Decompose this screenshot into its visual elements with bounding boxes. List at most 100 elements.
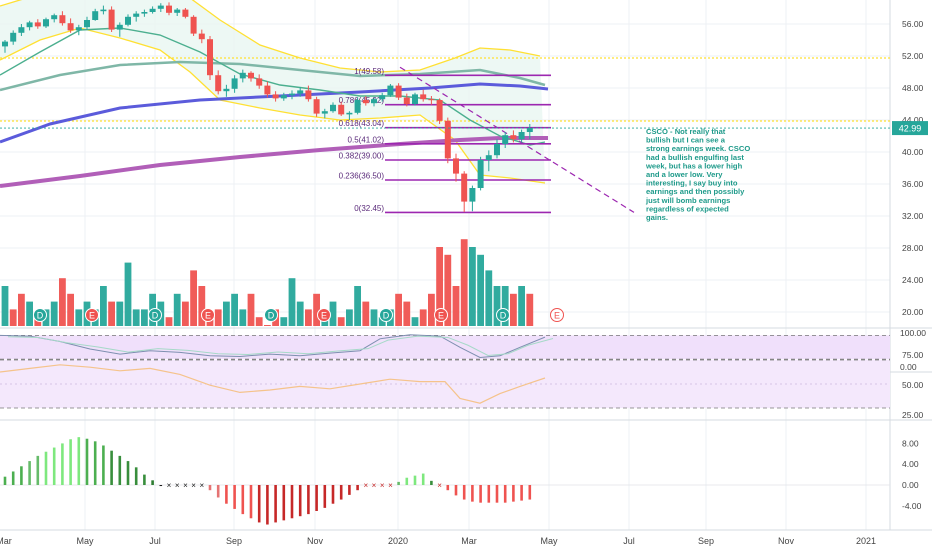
volume-bar-37 — [305, 309, 312, 326]
event-marker-3[interactable]: E — [201, 308, 215, 322]
candle-49 — [403, 93, 410, 107]
candle-2 — [18, 24, 25, 36]
volume-bar-52 — [428, 293, 435, 326]
volume-bar-43 — [354, 286, 361, 326]
candle-51 — [420, 89, 427, 102]
event-marker-7[interactable]: E — [434, 308, 448, 322]
event-marker-6[interactable]: D — [379, 308, 393, 322]
ind1-tick-0: 100.00 — [900, 328, 926, 338]
event-label-7: E — [438, 311, 444, 321]
fib-label-2: 0.618(43.04) — [339, 119, 385, 128]
candle-48 — [395, 83, 402, 100]
candle-63 — [518, 129, 525, 143]
candle-14 — [116, 22, 123, 37]
fib-label-3: 0.5(41.02) — [348, 135, 385, 144]
price-tick-4: 40.00 — [902, 147, 924, 157]
price-tick-8: 24.00 — [902, 275, 924, 285]
time-tick-11: 2021 — [856, 536, 876, 546]
volume-bar-3 — [26, 301, 33, 326]
ma-blue-line — [0, 82, 549, 144]
candle-11 — [92, 8, 99, 21]
volume-bar-21 — [173, 293, 181, 326]
price-tick-5: 36.00 — [902, 179, 924, 189]
volume-bar-54 — [444, 254, 452, 326]
candle-20 — [166, 2, 172, 16]
candle-1 — [10, 30, 17, 45]
volume-bar-20 — [165, 317, 173, 326]
time-tick-8: Jul — [623, 536, 635, 546]
candle-9 — [75, 24, 82, 36]
annotation-text[interactable]: CSCO - Not really that bullish but I can … — [645, 127, 750, 222]
event-label-9: E — [554, 311, 560, 321]
volume-bar-46 — [378, 317, 386, 326]
fib-trend-line — [399, 66, 635, 213]
time-tick-5: 2020 — [388, 536, 408, 546]
candle-56 — [461, 171, 468, 212]
time-tick-9: Sep — [698, 536, 714, 546]
volume-bar-28 — [231, 293, 238, 326]
event-marker-4[interactable]: D — [264, 308, 278, 322]
candle-61 — [502, 132, 509, 148]
candle-8 — [67, 18, 74, 33]
ind1-line-d — [7, 335, 554, 356]
macd-bar-46: × — [380, 481, 385, 490]
volume-bar-32 — [264, 325, 271, 326]
candle-59 — [485, 150, 492, 172]
time-tick-10: Nov — [778, 536, 795, 546]
candle-23 — [190, 15, 197, 36]
event-label-4: D — [268, 311, 275, 321]
macd-bar-21: × — [175, 481, 180, 490]
candle-16 — [133, 11, 140, 22]
current-price-value: 42.99 — [899, 124, 922, 134]
volume-bar-58 — [477, 254, 484, 326]
event-marker-9[interactable]: E — [550, 308, 564, 322]
candle-3 — [26, 20, 33, 31]
volume-bar-15 — [124, 262, 132, 326]
candle-28 — [231, 75, 238, 93]
candle-4 — [34, 19, 41, 29]
candle-13 — [108, 6, 115, 32]
event-label-8: D — [500, 311, 507, 321]
ma-long-line — [0, 136, 548, 188]
price-tick-0: 56.00 — [902, 19, 924, 29]
event-marker-1[interactable]: E — [85, 308, 99, 322]
candle-7 — [59, 11, 66, 26]
volume-bar-64 — [526, 293, 534, 326]
volume-bar-7 — [59, 278, 66, 326]
candle-39 — [321, 108, 328, 119]
candle-27 — [223, 84, 230, 97]
macd-tick-3: -4.00 — [902, 501, 922, 511]
volume-bar-61 — [501, 286, 509, 326]
event-marker-5[interactable]: E — [317, 308, 331, 322]
ind1-tick-1: 0.00 — [900, 362, 917, 372]
candle-45 — [371, 97, 377, 107]
volume-bar-1 — [9, 309, 17, 326]
volume-bar-62 — [510, 293, 517, 326]
volume-bar-44 — [362, 301, 370, 326]
event-marker-8[interactable]: D — [496, 308, 510, 322]
volume-bar-55 — [452, 286, 460, 326]
macd-bar-22: × — [183, 481, 188, 490]
candle-24 — [198, 29, 205, 44]
ind2-rsi-line — [0, 364, 546, 404]
time-tick-2: Jul — [149, 536, 161, 546]
event-marker-0[interactable]: D — [33, 308, 47, 322]
time-tick-7: May — [540, 536, 558, 546]
volume-bar-29 — [239, 309, 247, 326]
volume-bar-34 — [280, 317, 288, 326]
volume-bar-50 — [411, 317, 419, 326]
candle-21 — [174, 8, 181, 16]
candle-60 — [494, 139, 500, 159]
candle-36 — [297, 87, 304, 97]
candle-6 — [51, 13, 58, 23]
volume-bar-8 — [67, 293, 74, 326]
candle-40 — [330, 102, 336, 113]
volume-bar-0 — [1, 286, 9, 326]
candle-50 — [412, 92, 418, 106]
price-tick-6: 32.00 — [902, 211, 924, 221]
volume-bar-57 — [469, 247, 476, 326]
time-tick-0: Mar — [0, 536, 12, 546]
event-marker-2[interactable]: D — [148, 308, 162, 322]
volume-bar-56 — [460, 239, 468, 326]
